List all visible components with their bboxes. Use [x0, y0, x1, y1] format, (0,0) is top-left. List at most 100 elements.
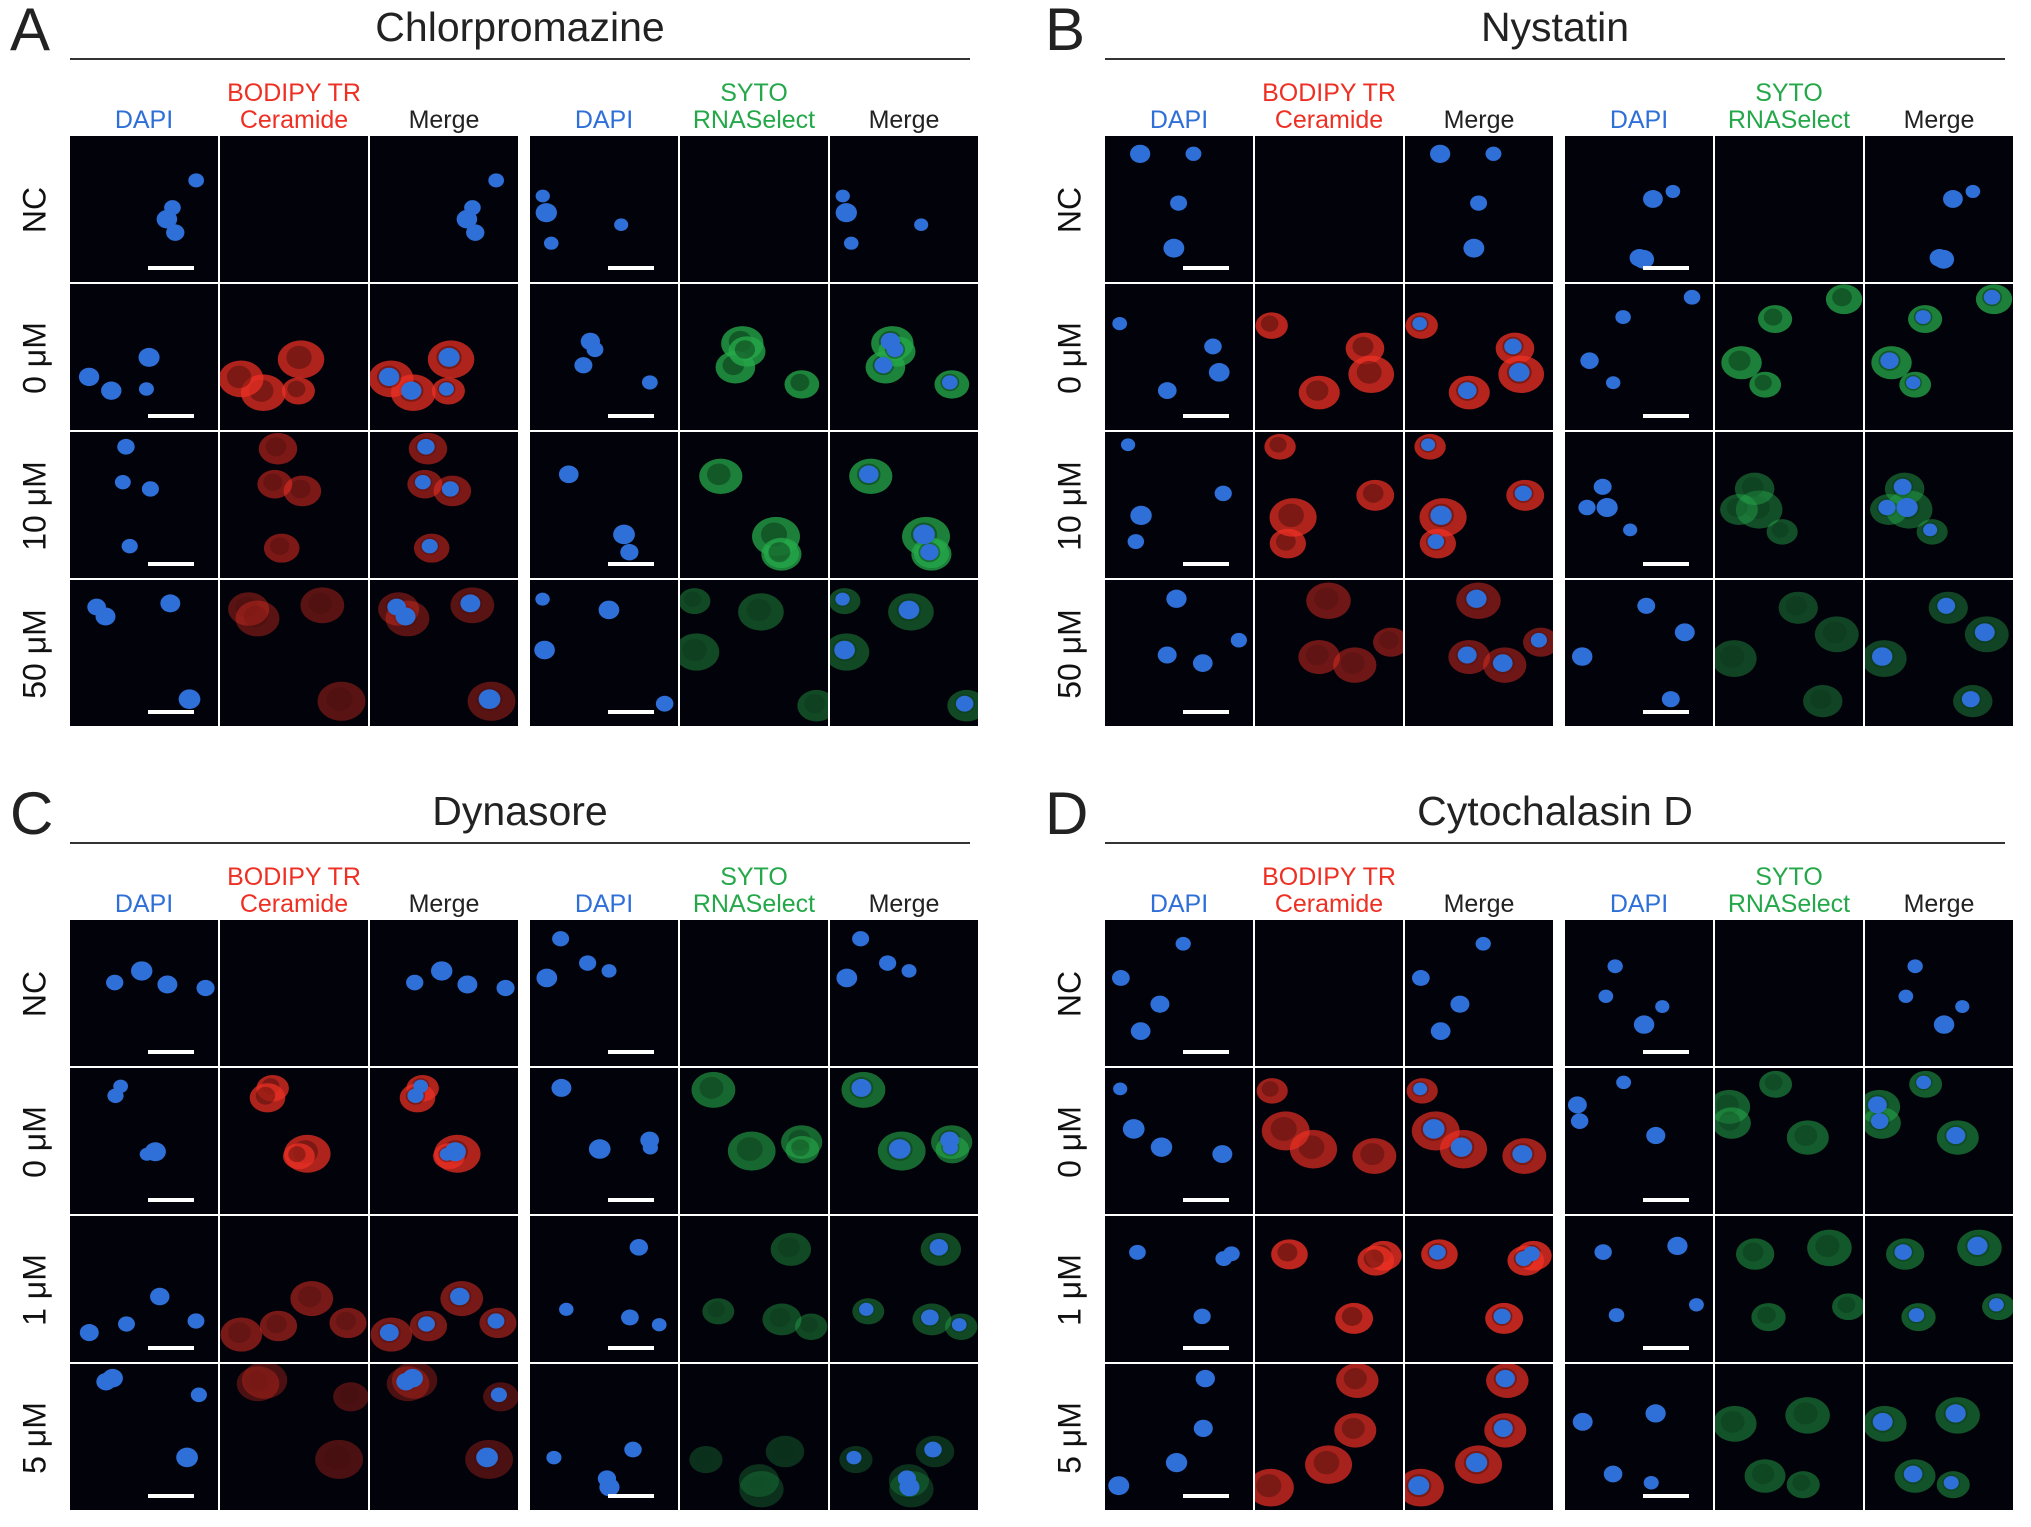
nucleus [1412, 969, 1430, 986]
dapi-image [1105, 432, 1253, 578]
stained-cell [727, 1131, 776, 1171]
stained-cell [1832, 1293, 1863, 1321]
dapi-image [1105, 1216, 1253, 1362]
stained-cell [728, 336, 766, 367]
channel-header: DAPI [1105, 891, 1253, 918]
stain-void [1256, 1474, 1282, 1498]
stained-cell [1721, 346, 1762, 380]
merge-image [1865, 580, 2013, 726]
channel-header: DAPI [530, 107, 678, 134]
stained-cell [691, 1071, 736, 1108]
nucleus [843, 236, 859, 250]
stained-cell [1744, 1459, 1786, 1493]
stain-void [227, 1322, 251, 1344]
merge-image [370, 1068, 518, 1214]
channel-header-line: Merge [1903, 890, 1975, 918]
channel-header: Merge [370, 107, 518, 134]
nucleus [1129, 1244, 1146, 1260]
nucleus [835, 592, 850, 606]
stained-cell [680, 633, 720, 671]
dapi-image [70, 136, 218, 282]
stained-cell [702, 1298, 735, 1325]
stain-void [1305, 644, 1329, 666]
nucleus [1122, 1119, 1145, 1139]
stained-cell [1759, 1070, 1793, 1098]
panel-letter: A [10, 0, 51, 63]
nucleus [114, 475, 131, 490]
ceramide-image [220, 136, 368, 282]
scale-bar [608, 562, 654, 566]
stained-cell [1306, 582, 1351, 620]
row-label: 5 μM [1035, 1364, 1105, 1512]
stained-cell [762, 1303, 802, 1336]
nucleus [534, 640, 555, 660]
nucleus [1665, 184, 1681, 199]
stained-cell [1269, 498, 1317, 537]
merge-image [370, 920, 518, 1066]
stained-cell [680, 588, 711, 615]
stained-cell [1255, 312, 1288, 339]
stain-void [244, 1371, 267, 1392]
nucleus [1422, 1119, 1445, 1139]
nucleus [488, 173, 505, 188]
row-label: 0 μM [0, 1068, 70, 1216]
stain-void [1793, 1402, 1818, 1425]
scale-bar [1643, 266, 1689, 270]
rnaselect-image [680, 580, 828, 726]
nucleus [1683, 289, 1701, 305]
channel-header: DAPI [70, 891, 218, 918]
channel-headers: DAPI SYTO RNASelect Merge [1565, 856, 2015, 918]
nucleus [535, 203, 557, 223]
nucleus [117, 438, 135, 455]
stained-cell [738, 593, 784, 631]
nucleus [1408, 1476, 1430, 1496]
nucleus [1112, 969, 1130, 986]
merge-image [1865, 920, 2013, 1066]
nucleus [166, 224, 185, 241]
panel-letter: C [10, 780, 54, 847]
rnaselect-image [680, 1364, 828, 1510]
merge-image [830, 284, 978, 430]
panel-a: A Chlorpromazine NC 0 μM 10 μM 50 μM DAPI BODIP… [0, 0, 980, 740]
merge-image [1865, 1216, 2013, 1362]
stained-cell [263, 533, 300, 563]
merge-image [1865, 432, 2013, 578]
merge-image [370, 432, 518, 578]
stain-void [683, 591, 702, 608]
stained-cell [1271, 1239, 1308, 1270]
nucleus [178, 689, 201, 710]
stained-cell [1786, 1120, 1829, 1155]
nucleus [1955, 1000, 1970, 1013]
nucleus [460, 594, 481, 613]
scale-bar [1643, 414, 1689, 418]
nucleus [1643, 190, 1663, 208]
nucleus [1208, 362, 1230, 382]
nucleus [1674, 623, 1695, 642]
nucleus [1457, 382, 1477, 399]
channel-header-line: DAPI [1149, 106, 1209, 134]
nucleus [1593, 478, 1612, 495]
nucleus [1598, 989, 1614, 1003]
stain-void [1313, 1450, 1340, 1475]
nucleus [160, 594, 181, 613]
nucleus [1645, 1404, 1666, 1423]
merge-image [1405, 432, 1553, 578]
stained-cell [290, 1281, 334, 1317]
nucleus [859, 1302, 874, 1316]
nucleus [1603, 1465, 1623, 1483]
stained-cell [1264, 433, 1296, 460]
stained-cell [1305, 1445, 1353, 1484]
scale-bar [1183, 266, 1229, 270]
dapi-image [1105, 1364, 1253, 1510]
nucleus [1867, 1096, 1887, 1114]
stained-cell [1298, 639, 1341, 675]
channel-headers: DAPI BODIPY TR Ceramide Merge [1105, 856, 1555, 918]
stain-void [324, 1445, 350, 1469]
stained-cell [1720, 494, 1758, 525]
scale-bar [1183, 1198, 1229, 1202]
row-label-text: 0 μM [1051, 322, 1088, 394]
nucleus [620, 543, 639, 561]
nucleus [1508, 362, 1530, 382]
nucleus [1871, 647, 1893, 666]
stain-void [777, 1237, 800, 1258]
